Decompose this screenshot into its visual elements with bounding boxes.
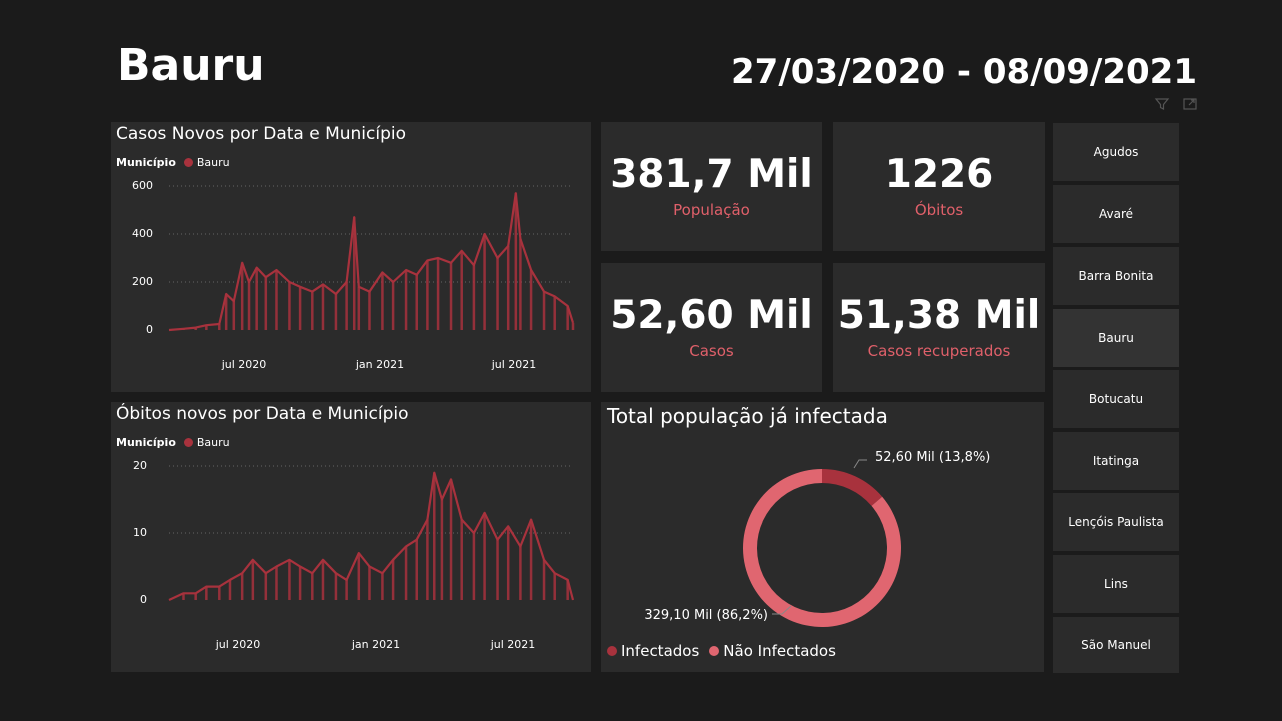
deaths-chart-title: Óbitos novos por Data e Município <box>116 404 409 424</box>
kpi-value: 52,60 Mil <box>610 293 813 339</box>
slicer-item-lencois-paulista[interactable]: Lençóis Paulista <box>1053 493 1179 551</box>
legend-item[interactable]: Bauru <box>196 436 230 449</box>
kpi-label: População <box>673 200 750 219</box>
not-infected-data-label: 329,10 Mil (86,2%) <box>644 608 768 623</box>
legend-title: Município <box>116 436 176 449</box>
x-tick-label: jul 2020 <box>221 358 267 371</box>
infected-leader-line <box>853 459 867 469</box>
legend-item-infected[interactable]: Infectados <box>621 642 700 660</box>
deaths-chart-legend: Município Bauru <box>116 436 230 449</box>
donut-panel: Total população já infectada 52,60 Mil (… <box>601 402 1044 672</box>
slicer-item-botucatu[interactable]: Botucatu <box>1053 370 1179 428</box>
donut-chart[interactable]: 52,60 Mil (13,8%) 329,10 Mil (86,2%) <box>601 402 1044 672</box>
donut-slice-infected <box>822 469 883 506</box>
legend-item[interactable]: Bauru <box>196 156 230 169</box>
x-tick-label: jan 2021 <box>355 358 404 371</box>
focus-mode-icon[interactable] <box>1182 96 1198 112</box>
slicer-item-itatinga[interactable]: Itatinga <box>1053 432 1179 490</box>
x-tick-label: jul 2020 <box>215 638 261 651</box>
legend-dot <box>709 646 720 656</box>
page-title: Bauru <box>117 40 265 91</box>
kpi-value: 1226 <box>884 152 994 198</box>
slicer-item-agudos[interactable]: Agudos <box>1053 123 1179 181</box>
kpi-label: Óbitos <box>914 200 964 219</box>
y-tick-label: 200 <box>132 275 153 288</box>
deaths-chart-panel: Óbitos novos por Data e Município Municí… <box>111 402 591 672</box>
slicer-item-lins[interactable]: Lins <box>1053 555 1179 613</box>
legend-dot <box>183 438 193 447</box>
cases-chart-legend: Município Bauru <box>116 156 230 169</box>
kpi-label: Casos <box>689 341 734 360</box>
filter-icon[interactable] <box>1154 96 1170 112</box>
legend-dot <box>183 158 193 167</box>
cases-chart-title: Casos Novos por Data e Município <box>116 124 407 144</box>
slicer-item-barra-bonita[interactable]: Barra Bonita <box>1053 247 1179 305</box>
y-tick-label: 10 <box>133 526 147 539</box>
kpi-deaths: 1226 Óbitos <box>833 122 1045 251</box>
date-range: 27/03/2020 - 08/09/2021 <box>731 52 1197 92</box>
slicer-item-sao-manuel[interactable]: São Manuel <box>1053 617 1179 673</box>
donut-legend: Infectados Não Infectados <box>607 642 836 660</box>
y-tick-label: 0 <box>146 323 153 336</box>
infected-data-label: 52,60 Mil (13,8%) <box>875 450 990 465</box>
kpi-value: 381,7 Mil <box>610 152 813 198</box>
y-tick-label: 600 <box>132 179 153 192</box>
y-tick-label: 400 <box>132 227 153 240</box>
deaths-chart-plot[interactable]: 20 10 0 jul 2020 jan 2021 jul 2021 <box>111 402 591 672</box>
kpi-value: 51,38 Mil <box>837 293 1041 339</box>
x-tick-label: jan 2021 <box>351 638 400 651</box>
kpi-population: 381,7 Mil População <box>601 122 822 251</box>
cases-chart-panel: Casos Novos por Data e Município Municíp… <box>111 122 591 392</box>
legend-item-not-infected[interactable]: Não Infectados <box>723 642 836 660</box>
x-tick-label: jul 2021 <box>490 638 536 651</box>
not-infected-leader-line <box>772 605 792 615</box>
kpi-cases: 52,60 Mil Casos <box>601 263 822 392</box>
donut-title: Total população já infectada <box>607 404 888 428</box>
y-tick-label: 20 <box>133 459 147 472</box>
legend-dot <box>607 646 617 656</box>
legend-title: Município <box>116 156 176 169</box>
series-line-bauru <box>168 192 575 332</box>
kpi-label: Casos recuperados <box>867 341 1011 360</box>
slicer-item-avare[interactable]: Avaré <box>1053 185 1179 243</box>
y-tick-label: 0 <box>140 593 147 606</box>
x-tick-label: jul 2021 <box>491 358 537 371</box>
cases-chart-plot[interactable]: 600 400 200 0 jul 2020 jan 2021 jul 2021 <box>111 122 591 392</box>
slicer-item-bauru[interactable]: Bauru <box>1053 309 1179 367</box>
kpi-recovered: 51,38 Mil Casos recuperados <box>833 263 1045 392</box>
